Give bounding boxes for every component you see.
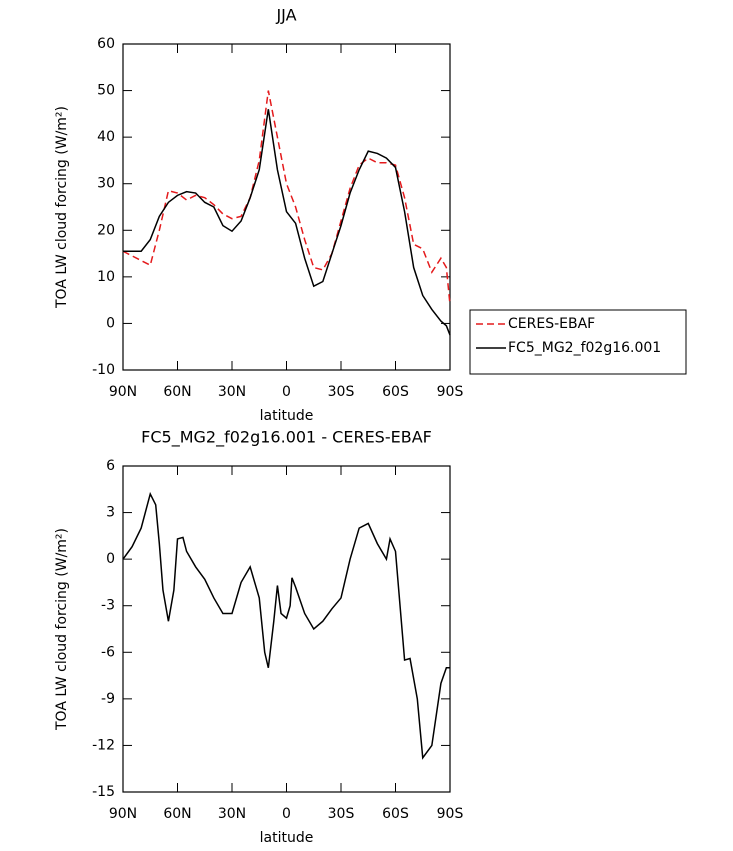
plot-frame <box>122 43 451 371</box>
x-tick-label: 30N <box>218 806 246 822</box>
x-tick-label: 60S <box>382 806 409 822</box>
y-axis-label: TOA LW cloud forcing (W/m²) <box>54 528 70 731</box>
x-tick-label: 60N <box>163 384 191 400</box>
y-tick-label: 0 <box>106 551 115 567</box>
y-tick-label: -6 <box>101 644 115 660</box>
y-axis-label: TOA LW cloud forcing (W/m²) <box>54 106 70 309</box>
x-tick-label: 60S <box>382 384 409 400</box>
legend-label: FC5_MG2_f02g16.001 <box>508 340 661 356</box>
y-tick-label: 10 <box>97 269 115 285</box>
x-axis-label: latitude <box>260 408 314 424</box>
x-tick-label: 90S <box>437 806 464 822</box>
y-tick-label: -10 <box>92 362 115 378</box>
y-tick-label: 20 <box>97 222 115 238</box>
chart-title: FC5_MG2_f02g16.001 - CERES-EBAF <box>141 428 432 448</box>
legend-label: CERES-EBAF <box>508 316 595 332</box>
x-tick-label: 90N <box>109 806 137 822</box>
x-tick-label: 0 <box>282 806 291 822</box>
series-line <box>123 109 451 336</box>
y-tick-label: 60 <box>97 36 115 52</box>
x-tick-label: 0 <box>282 384 291 400</box>
y-tick-label: -3 <box>101 598 115 614</box>
y-tick-label: -15 <box>92 784 115 800</box>
y-tick-label: 0 <box>106 315 115 331</box>
series-line <box>122 90 451 305</box>
legend-box <box>469 309 687 375</box>
y-tick-label: 40 <box>97 129 115 145</box>
chart-title: JJA <box>275 6 296 25</box>
x-tick-label: 90S <box>437 384 464 400</box>
x-tick-label: 90N <box>109 384 137 400</box>
x-axis-label: latitude <box>260 830 314 846</box>
y-tick-label: -9 <box>101 691 115 707</box>
y-tick-label: 50 <box>97 83 115 99</box>
y-tick-label: 6 <box>106 458 115 474</box>
plot-frame <box>122 465 451 793</box>
x-tick-label: 60N <box>163 806 191 822</box>
y-tick-label: 3 <box>106 505 115 521</box>
x-tick-label: 30S <box>328 384 355 400</box>
series-line <box>122 491 450 760</box>
x-tick-label: 30N <box>218 384 246 400</box>
y-tick-label: -12 <box>92 737 115 753</box>
x-tick-label: 30S <box>328 806 355 822</box>
y-tick-label: 30 <box>97 176 115 192</box>
